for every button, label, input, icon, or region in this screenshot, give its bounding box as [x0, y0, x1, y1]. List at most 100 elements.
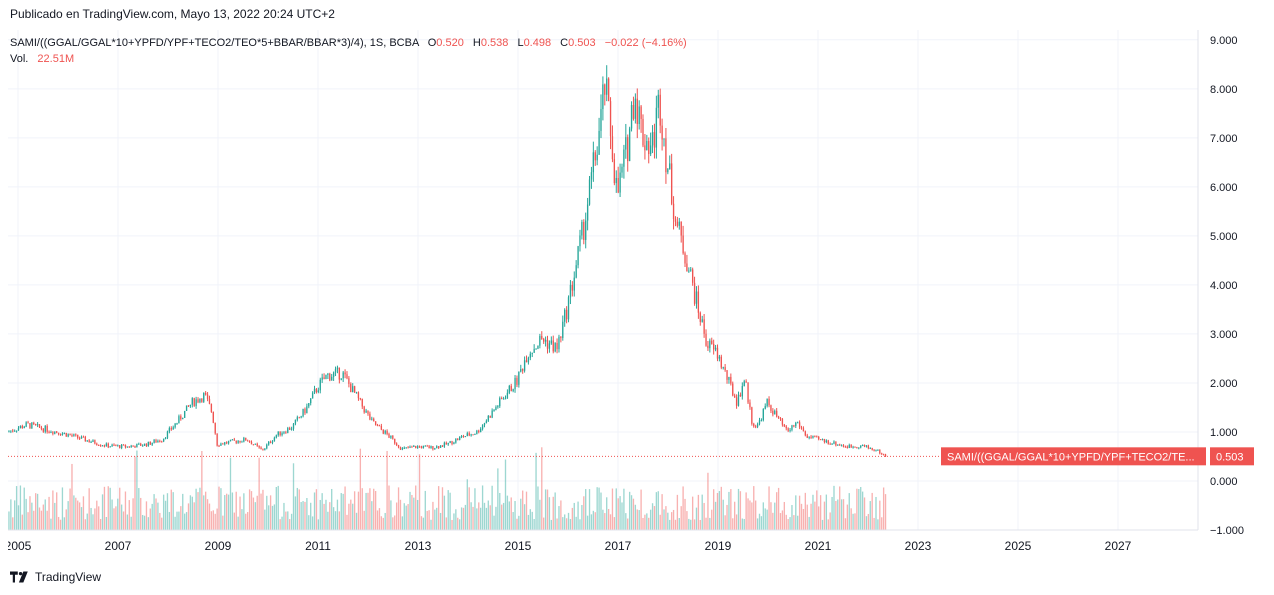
volume-bar [649, 509, 652, 530]
candle-body [527, 357, 530, 363]
candle-body [776, 410, 778, 417]
candle-body [630, 105, 633, 129]
volume-bar [487, 500, 489, 530]
candle-body [260, 447, 262, 450]
candle-body [684, 253, 686, 264]
volume-bar [315, 489, 318, 530]
tradingview-logo-icon[interactable] [10, 571, 30, 583]
volume-bar [12, 517, 14, 530]
volume-bar [508, 501, 510, 530]
candle-body [111, 444, 113, 447]
candle-body [718, 356, 721, 359]
candle-body [634, 98, 637, 119]
volume-bar [147, 517, 150, 530]
candle-body [453, 442, 455, 444]
candle-body [25, 422, 27, 427]
candle-body [327, 373, 329, 375]
volume-bar [117, 498, 119, 530]
volume-bar [380, 516, 383, 530]
volume-bar [367, 492, 369, 530]
volume-bar [596, 487, 598, 530]
volume-bar [344, 486, 346, 530]
candle-body [606, 78, 608, 95]
published-info: Publicado en TradingView.com, Mayo 13, 2… [10, 7, 335, 21]
candle-body [109, 446, 111, 448]
candle-body [313, 388, 316, 393]
candle-body [71, 435, 73, 437]
volume-bar [730, 489, 732, 530]
price-chart[interactable]: 9.000 8.000 7.000 6.000 5.000 4.000 3.000 2.000… [8, 30, 1266, 560]
volume-bar [734, 501, 736, 530]
price-tag-symbol-bg [941, 447, 1206, 466]
legend-ohlc-line: SAMI/((GGAL/GGAL*10+YPFD/YPF+TECO2/TEO*5… [10, 35, 687, 51]
volume-bar [856, 488, 858, 530]
volume-bar [531, 511, 533, 530]
candle-body [420, 446, 423, 449]
candle-body [428, 446, 430, 449]
volume-bar [774, 502, 776, 530]
footer-brand[interactable]: TradingView [35, 570, 102, 584]
volume-bar [623, 488, 625, 530]
candle-body [781, 418, 784, 425]
candle-body [138, 443, 140, 445]
x-tick-label: 2007 [105, 539, 132, 553]
candle-body [292, 423, 295, 429]
candle-body [19, 425, 22, 429]
candle-body [193, 398, 195, 406]
candle-body [604, 84, 606, 95]
volume-bar [575, 516, 577, 530]
candle-body [649, 145, 652, 155]
volume-bar [604, 513, 606, 530]
volume-bar [229, 457, 232, 530]
candle-body [648, 141, 650, 155]
candle-body [510, 385, 512, 392]
candle-body [243, 437, 245, 442]
volume-bar [474, 488, 476, 530]
candle-body [73, 434, 75, 436]
candle-body [659, 94, 661, 126]
candle-body [743, 381, 745, 387]
volume-bar [787, 519, 789, 530]
candle-body [812, 435, 814, 438]
candle-body [331, 376, 333, 381]
candle-body [216, 433, 218, 446]
volume-bar [61, 487, 64, 530]
volume-bar [235, 491, 237, 530]
candle-body [466, 433, 468, 437]
candle-body [535, 348, 537, 350]
candle-body [88, 440, 90, 443]
candle-body [755, 426, 757, 428]
legend-change: −0.022 (−4.16%) [604, 37, 687, 49]
volume-bar [518, 515, 520, 530]
volume-bar [277, 485, 279, 530]
chart-frame[interactable]: 9.000 8.000 7.000 6.000 5.000 4.000 3.000 2.000… [8, 30, 1266, 560]
volume-bar [861, 491, 864, 530]
candle-body [126, 446, 129, 448]
volume-bar [71, 463, 73, 530]
volume-bar [793, 515, 795, 530]
candle-body [495, 407, 497, 410]
candle-body [499, 398, 501, 407]
volume-bar [735, 514, 738, 530]
candle-body [865, 445, 868, 447]
volume-bar [174, 516, 176, 530]
volume-bar [226, 493, 228, 530]
volume-bar [770, 502, 772, 530]
volume-bar [712, 489, 715, 530]
candle-body [724, 367, 726, 371]
volume-bar [361, 488, 363, 530]
candle-body [720, 356, 722, 368]
candle-body [562, 321, 564, 338]
candle-body [44, 426, 46, 432]
volume-bar [115, 506, 117, 530]
volume-bar [737, 488, 740, 530]
candle-body [424, 445, 426, 447]
candle-body [269, 441, 272, 443]
volume-bar [831, 496, 833, 530]
volume-bar [716, 492, 719, 530]
volume-bar [533, 518, 535, 530]
candle-body [224, 442, 226, 445]
volume-bar [722, 499, 724, 530]
price-tag-layer: SAMI/((GGAL/GGAL*10+YPFD/YPF+TECO2/TE...… [941, 447, 1254, 466]
volume-bar [846, 504, 849, 530]
